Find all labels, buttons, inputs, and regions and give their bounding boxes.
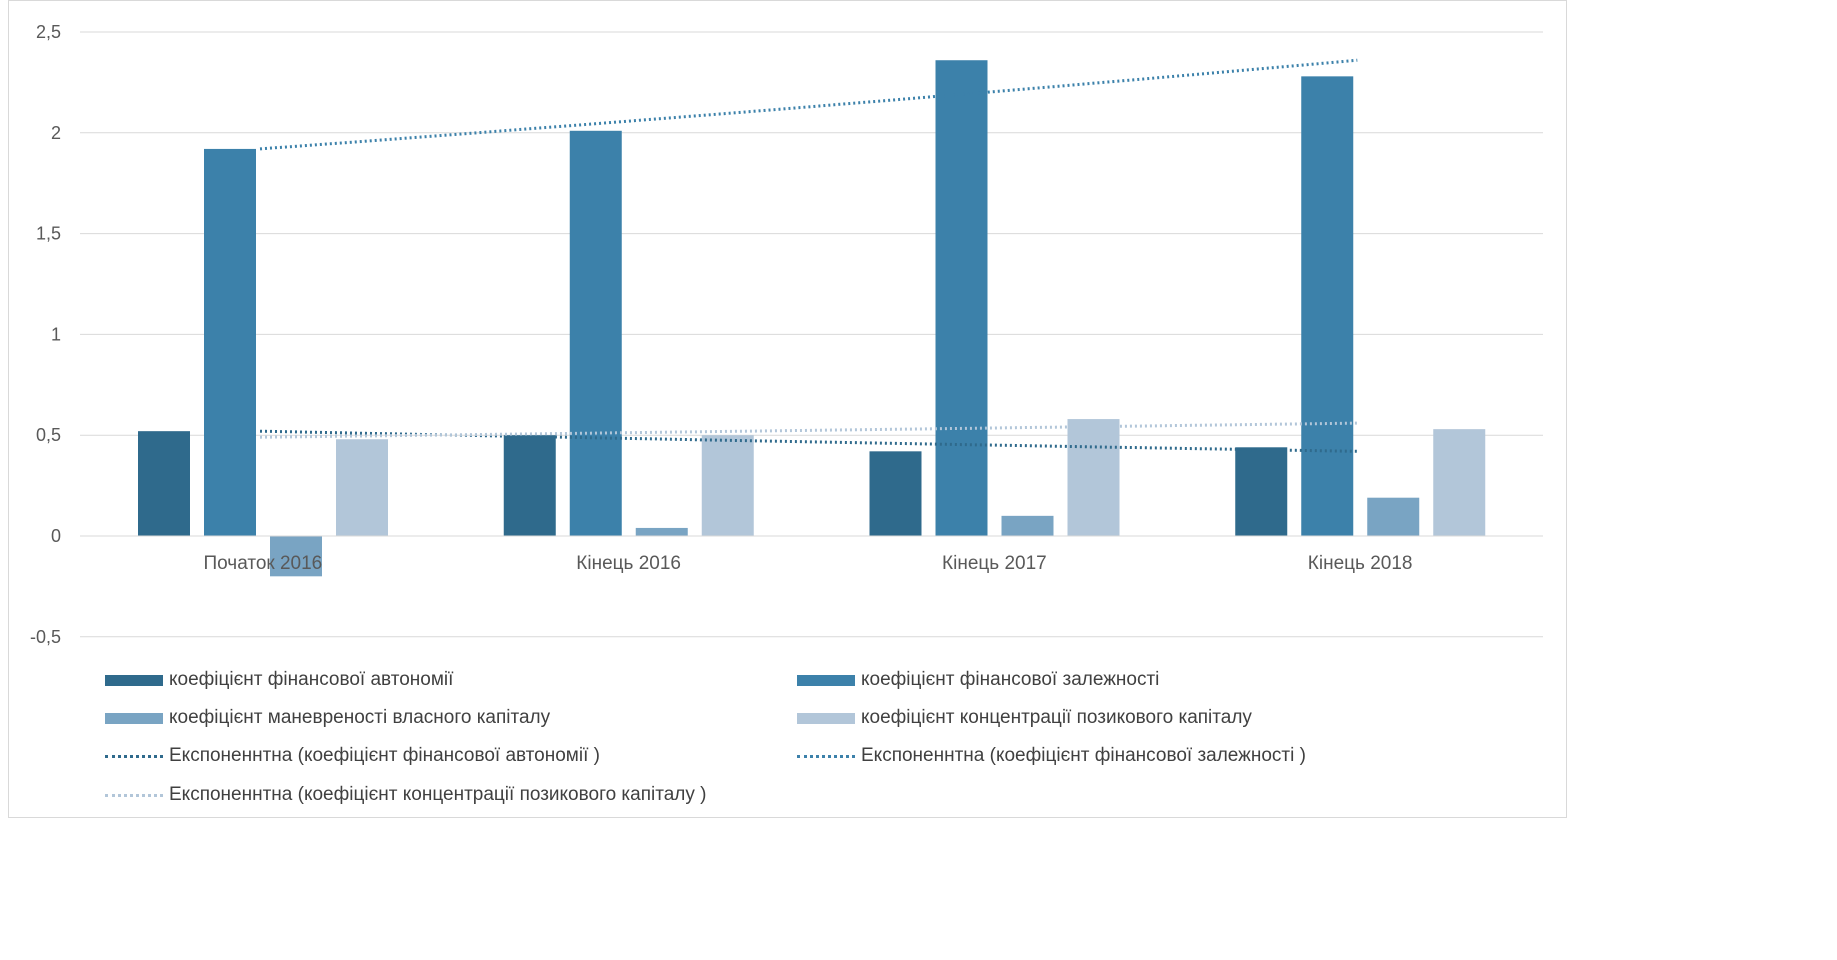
- bar: [1235, 447, 1288, 536]
- x-tick-label: Кінець 2016: [576, 553, 681, 574]
- legend-swatch-bar: [105, 712, 163, 724]
- legend-swatch-line: [105, 754, 163, 758]
- legend-item: Експоненнтна (коефіцієнт фінансової зале…: [797, 744, 1306, 768]
- x-axis-tick-labels: Початок 2016 Кінець 2016 Кінець 2017 Кінець…: [203, 553, 1412, 574]
- bar: [1433, 429, 1486, 536]
- y-tick-label: 2,5: [36, 22, 61, 42]
- legend-item: коефіцієнт концентрації позикового капіт…: [797, 706, 1252, 730]
- bar: [138, 431, 190, 536]
- bar: [270, 536, 322, 577]
- bar: [1301, 76, 1354, 537]
- bar: [336, 439, 388, 536]
- y-tick-label: 1,5: [36, 224, 61, 244]
- legend-swatch-bar: [797, 712, 855, 724]
- x-tick-label: Кінець 2017: [942, 553, 1047, 574]
- bar: [1001, 515, 1054, 536]
- bar: [869, 451, 922, 536]
- legend-swatch-bar: [105, 674, 163, 686]
- bars: [138, 60, 1486, 577]
- bar: [569, 130, 622, 536]
- bar: [204, 148, 256, 537]
- y-tick-label: 1: [51, 324, 61, 344]
- trendline: [259, 429, 1358, 453]
- chart-plot: -0,5 0 0,5 1 1,5 2 2,5 Початок 2016 Кінець 2016…: [30, 22, 1543, 647]
- trendline: [259, 58, 1358, 151]
- y-tick-label: 0: [51, 526, 61, 546]
- y-axis-tick-labels: -0,5 0 0,5 1 1,5 2 2,5: [30, 22, 61, 647]
- legend-item: Експоненнтна (коефіцієнт фінансової авто…: [105, 744, 600, 768]
- bar: [701, 435, 754, 536]
- y-tick-label: 2: [51, 123, 61, 143]
- chart-frame: [8, 0, 1567, 818]
- legend-swatch-line: [105, 793, 163, 797]
- bar: [635, 527, 688, 536]
- legend-label: Експоненнтна (коефіцієнт концентрації по…: [169, 784, 707, 805]
- legend-label: коефіцієнт фінансової залежності: [861, 669, 1160, 690]
- bar: [935, 60, 988, 536]
- legend-label: Експоненнтна (коефіцієнт фінансової зале…: [861, 745, 1306, 766]
- bar: [1067, 419, 1120, 536]
- trendlines: [259, 58, 1358, 453]
- legend-item: Експоненнтна (коефіцієнт концентрації по…: [105, 783, 706, 807]
- legend-label: коефіцієнт фінансової автономії: [169, 669, 454, 690]
- x-tick-label: Початок 2016: [203, 553, 322, 574]
- gridlines: [80, 31, 1543, 638]
- y-tick-label: -0,5: [30, 627, 61, 647]
- bar: [1367, 497, 1420, 536]
- x-tick-label: Кінець 2018: [1308, 553, 1413, 574]
- legend-swatch-bar: [797, 674, 855, 686]
- legend-swatch-line: [797, 754, 855, 758]
- legend-item: коефіцієнт фінансової залежності: [797, 668, 1159, 692]
- legend-label: Експоненнтна (коефіцієнт фінансової авто…: [169, 745, 600, 766]
- legend-item: коефіцієнт маневреності власного капітал…: [105, 706, 550, 730]
- legend-label: коефіцієнт концентрації позикового капіт…: [861, 707, 1252, 728]
- bar: [503, 435, 556, 536]
- legend-item: коефіцієнт фінансової автономії: [105, 668, 453, 692]
- y-tick-label: 0,5: [36, 425, 61, 445]
- legend-label: коефіцієнт маневреності власного капітал…: [169, 707, 551, 728]
